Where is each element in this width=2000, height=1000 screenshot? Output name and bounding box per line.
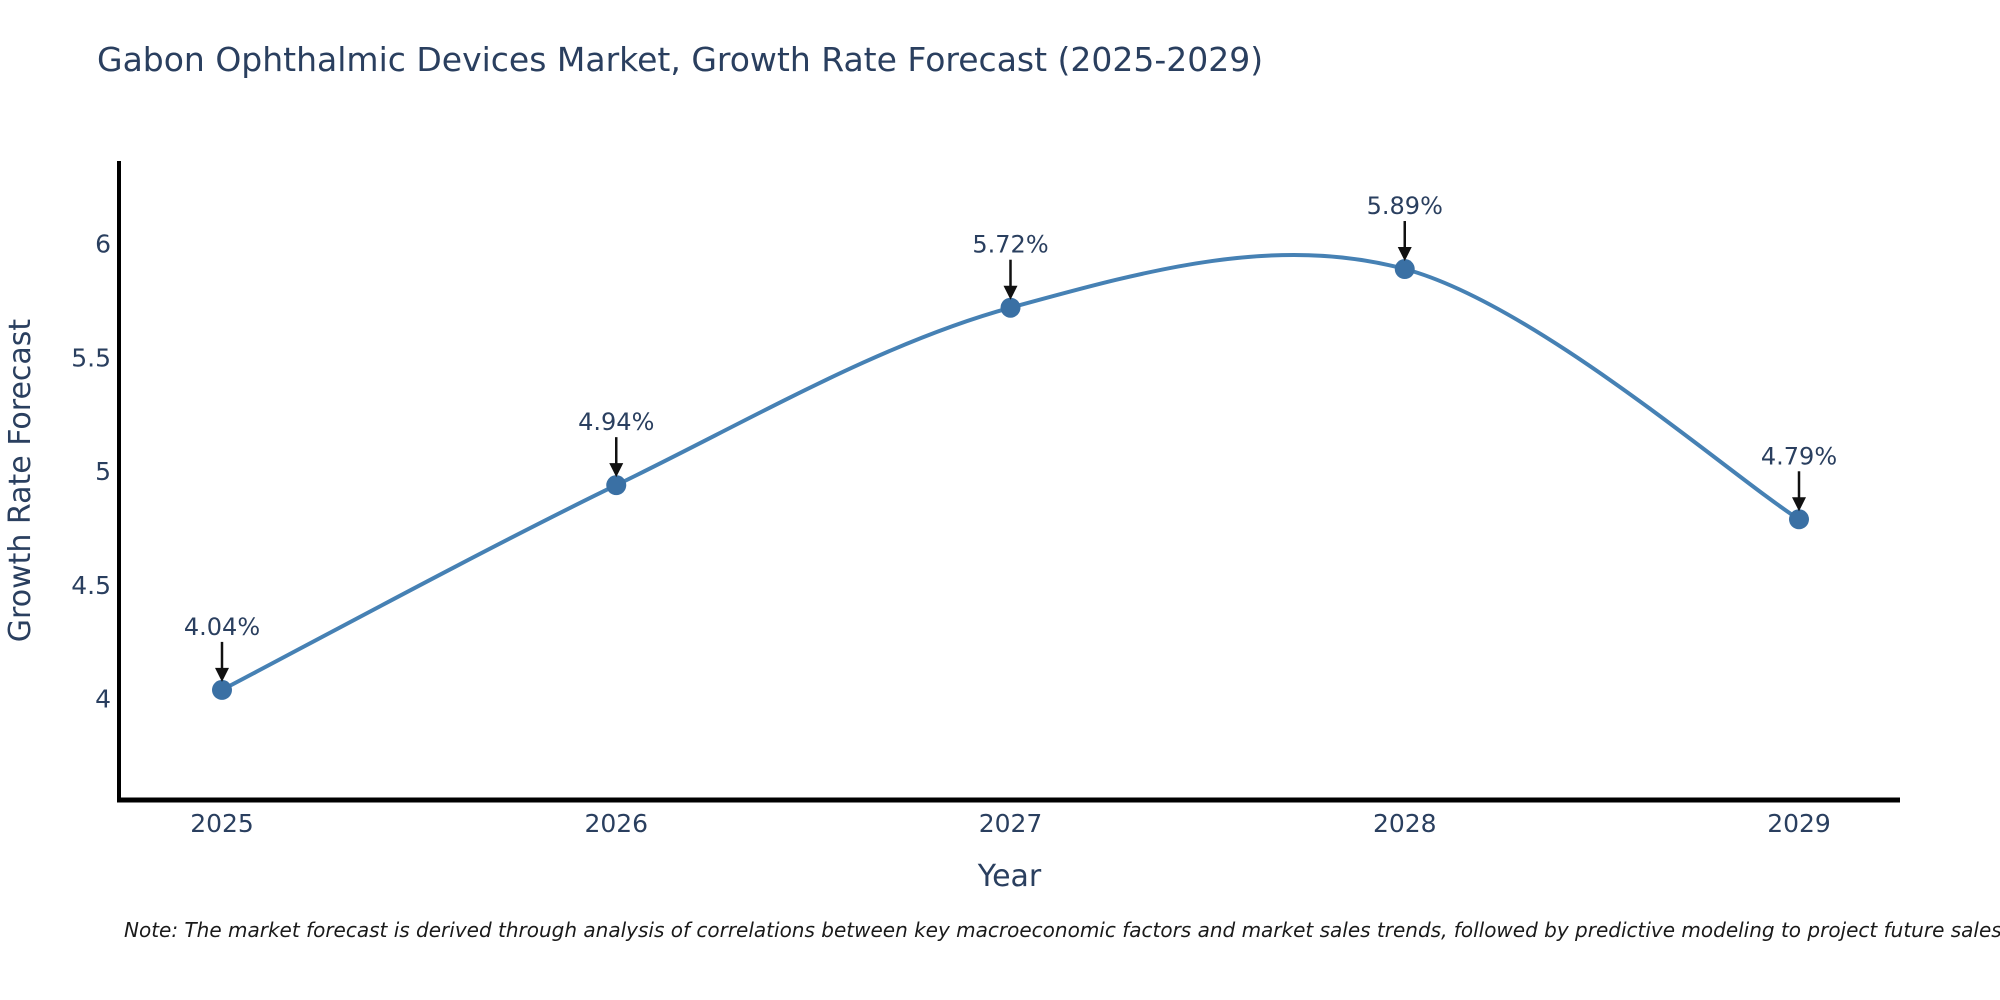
footnote: Note: The market forecast is derived thr… <box>124 918 2000 942</box>
x-tick-label: 2028 <box>1373 809 1437 838</box>
data-point-label: 5.89% <box>1367 192 1443 220</box>
y-axis-title: Growth Rate Forecast <box>3 319 38 643</box>
annotation-arrowhead <box>1397 247 1412 262</box>
data-point-label: 4.04% <box>184 613 260 641</box>
x-tick-label: 2027 <box>979 809 1043 838</box>
x-axis-title: Year <box>977 859 1042 894</box>
data-point-label: 4.79% <box>1761 442 1837 470</box>
annotation-arrowhead <box>609 463 624 478</box>
y-tick-label: 4 <box>95 685 111 714</box>
data-point-marker <box>212 679 232 700</box>
y-tick-label: 4.5 <box>71 571 111 600</box>
annotation-arrowhead <box>215 667 229 682</box>
data-point-marker <box>1000 297 1021 318</box>
data-point-marker <box>1394 259 1415 280</box>
annotation-arrowhead <box>1003 285 1018 300</box>
annotation-arrowhead <box>1792 497 1806 512</box>
data-point-label: 5.72% <box>972 231 1048 259</box>
data-point-marker <box>606 475 627 496</box>
series-line <box>220 252 1801 692</box>
data-point-label: 4.94% <box>578 408 654 436</box>
x-tick-label: 2026 <box>584 809 648 838</box>
x-tick-label: 2029 <box>1767 809 1831 838</box>
data-point-marker <box>1789 509 1809 530</box>
y-tick-label: 5 <box>95 457 111 486</box>
y-tick-label: 6 <box>95 230 111 259</box>
x-tick-label: 2025 <box>190 809 254 838</box>
y-tick-label: 5.5 <box>71 343 111 372</box>
chart-title: Gabon Ophthalmic Devices Market, Growth … <box>97 40 1264 79</box>
